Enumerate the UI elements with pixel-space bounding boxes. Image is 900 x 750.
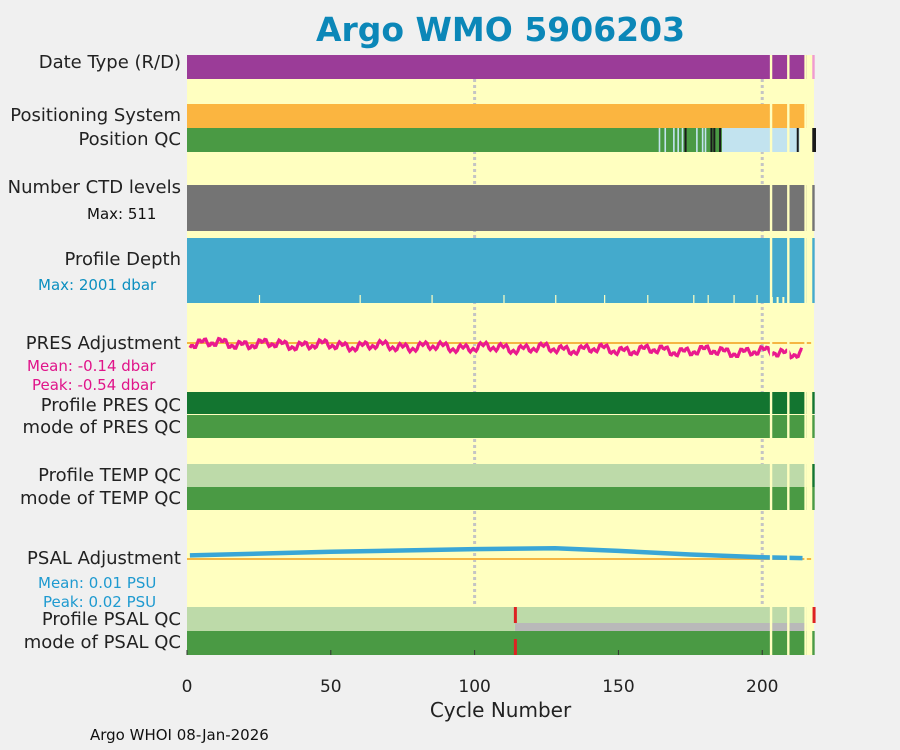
position-qc-dark-3 <box>719 128 722 152</box>
gap-column-2 <box>804 55 807 655</box>
chart-title: Argo WMO 5906203 <box>315 10 686 49</box>
depth-notch-4 <box>555 295 557 303</box>
pres-peak-label: Peak: -0.54 dbar <box>32 376 156 394</box>
position-qc-dark-1 <box>710 128 713 152</box>
label-mode-psal-qc: mode of PSAL QC <box>23 632 181 653</box>
last-cycle-posqc <box>812 128 815 152</box>
depth-notch-5 <box>604 295 606 303</box>
last-cycle-temp-qc <box>812 464 815 487</box>
psal-adjustment-trace <box>189 545 803 561</box>
bar-date-type <box>187 55 807 79</box>
last-cycle-mode-pres <box>812 415 815 438</box>
bar-profile-pres-qc <box>187 392 807 414</box>
position-qc-dark-2 <box>713 128 716 152</box>
x-tick-label-4: 200 <box>746 677 778 697</box>
position-qc-light-0 <box>658 128 661 152</box>
position-qc-light-7 <box>704 128 707 152</box>
pres-adjustment-trace <box>188 336 803 360</box>
last-cycle-date <box>812 55 815 79</box>
depth-notch-2 <box>431 295 433 303</box>
depth-max-label: Max: 2001 dbar <box>38 276 157 294</box>
depth-end-notch-1 <box>776 297 779 303</box>
psal-qc-flag-bottom <box>513 639 517 655</box>
label-number-ctd-levels: Number CTD levels <box>7 177 181 198</box>
last-cycle-ctd <box>812 185 815 231</box>
gap-column-0 <box>769 55 773 655</box>
label-psal-adjustment: PSAL Adjustment <box>26 548 181 569</box>
psal-qc-flag-top <box>513 607 517 623</box>
bar-position-qc <box>187 128 722 152</box>
label-profile-temp-qc: Profile TEMP QC <box>38 465 181 486</box>
label-mode-pres-qc: mode of PRES QC <box>22 417 181 438</box>
label-mode-temp-qc: mode of TEMP QC <box>19 488 181 509</box>
bar-profile-psal-qc-lower <box>187 623 515 631</box>
label-positioning-system: Positioning System <box>10 105 181 126</box>
bar-ctd-levels <box>187 185 807 231</box>
depth-spike-0 <box>566 287 569 303</box>
depth-notch-6 <box>647 295 649 303</box>
label-position-qc: Position QC <box>78 129 181 150</box>
bar-mode-pres-qc <box>187 415 807 438</box>
psal-mean-label: Mean: 0.01 PSU <box>38 574 157 592</box>
ctd-max-label: Max: 511 <box>87 205 157 223</box>
depth-end-notch-2 <box>782 297 785 303</box>
position-qc-dark-0 <box>684 128 687 152</box>
position-qc-light-4 <box>681 128 684 152</box>
position-qc-dark-5 <box>814 128 816 152</box>
bar-mode-psal-qc <box>187 631 807 655</box>
label-profile-pres-qc: Profile PRES QC <box>40 395 181 416</box>
depth-notch-7 <box>693 295 695 303</box>
last-cycle-pres-qc <box>812 392 815 414</box>
x-tick-label-1: 50 <box>320 677 342 697</box>
position-qc-light-8 <box>724 128 727 152</box>
position-qc-light-9 <box>730 128 733 152</box>
x-axis-label: Cycle Number <box>429 698 572 722</box>
position-qc-light-3 <box>677 128 679 152</box>
depth-notch-10 <box>756 295 758 303</box>
last-cycle-mode-psal <box>812 631 815 655</box>
depth-notch-1 <box>359 295 361 303</box>
bar-profile-psal-qc <box>187 607 807 623</box>
bar-mode-temp-qc <box>187 487 807 510</box>
label-profile-psal-qc: Profile PSAL QC <box>41 609 181 630</box>
x-tick-label-2: 100 <box>458 677 490 697</box>
position-qc-light-6 <box>701 128 704 152</box>
label-profile-depth: Profile Depth <box>64 249 181 270</box>
psal-qc-flag-end <box>812 607 816 623</box>
footer-credit: Argo WHOI 08-Jan-2026 <box>90 726 269 744</box>
label-pres-adjustment: PRES Adjustment <box>25 333 181 354</box>
x-tick-label-3: 150 <box>602 677 634 697</box>
depth-notch-3 <box>503 295 505 303</box>
psal-peak-label: Peak: 0.02 PSU <box>43 593 157 611</box>
pres-mean-label: Mean: -0.14 dbar <box>27 357 156 375</box>
position-qc-dark-4 <box>796 128 799 152</box>
bar-position-qc-light <box>721 128 800 152</box>
bar-positioning-system <box>187 104 807 128</box>
depth-notch-9 <box>733 295 735 303</box>
gap-column-1 <box>787 55 790 655</box>
label-date-type: Date Type (R/D) <box>38 52 181 73</box>
depth-notch-0 <box>258 295 261 303</box>
bar-profile-temp-qc <box>187 464 807 487</box>
last-cycle-mode-temp <box>812 487 815 510</box>
position-qc-light-2 <box>673 128 675 152</box>
last-cycle-depth <box>812 238 815 303</box>
position-qc-light-1 <box>664 128 667 152</box>
position-qc-light-5 <box>696 128 698 152</box>
bar-profile-depth <box>187 238 807 303</box>
x-tick-label-0: 0 <box>182 677 193 697</box>
depth-notch-8 <box>707 295 709 303</box>
